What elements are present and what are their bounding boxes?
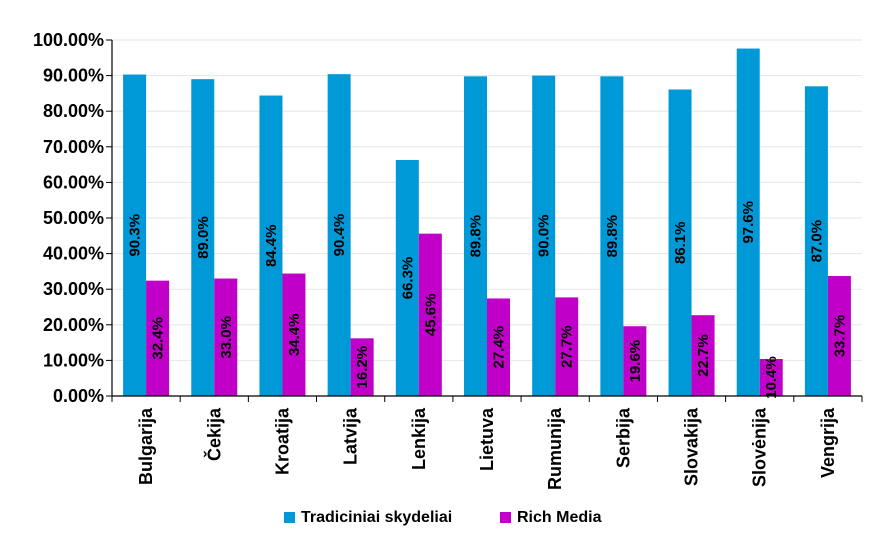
axes (106, 39, 863, 402)
x-category-label: Rumunija (545, 407, 565, 490)
bar-tradiciniai (395, 159, 419, 396)
data-label: 32.4% (150, 317, 167, 360)
bar-rich-media (350, 338, 374, 396)
data-label: 89.0% (195, 216, 212, 259)
data-label: 22.7% (695, 334, 712, 377)
bar-tradiciniai (123, 74, 147, 397)
bar-tradiciniai (259, 95, 283, 396)
bar-rich-media (487, 298, 510, 396)
x-category-label: Latvija (341, 407, 361, 465)
bar-rich-media (146, 280, 170, 396)
x-category-label: Kroatija (272, 407, 292, 475)
data-label: 33.7% (831, 315, 848, 358)
x-category-label: Slovakija (682, 407, 702, 486)
y-tick-label: 0.00% (53, 386, 104, 406)
data-label: 89.8% (604, 215, 621, 258)
x-category-label: Bulgarija (136, 407, 156, 485)
data-label: 27.4% (491, 326, 508, 369)
bar-rich-media (555, 297, 579, 396)
bar-rich-media (214, 278, 238, 396)
bar-rich-media (282, 273, 306, 396)
bar-rich-media (759, 358, 783, 396)
data-label: 45.6% (422, 294, 439, 337)
data-label: 84.4% (263, 224, 280, 267)
bar-tradiciniai (736, 48, 760, 396)
bar-tradiciniai (532, 75, 556, 396)
x-axis-categories: Bulgarija Čekija Kroatija Latvija Lenkija Lie… (136, 407, 838, 490)
bar-tradiciniai (327, 74, 351, 397)
data-labels: 90.3% 32.4% 89.0% 33.0% 84.4% 34.4% 90.4% 16.2%… (127, 201, 849, 399)
data-label: 27.7% (559, 325, 576, 368)
legend-swatch-rich-media (500, 512, 511, 523)
bar-tradiciniai (600, 76, 624, 396)
x-category-label: Serbija (613, 407, 633, 468)
y-tick-label: 80.00% (43, 101, 104, 121)
y-tick-label: 90.00% (43, 66, 104, 86)
legend-label-rich-media: Rich Media (517, 509, 602, 526)
data-label: 34.4% (286, 313, 303, 356)
data-label: 19.6% (627, 340, 644, 383)
data-label: 89.8% (468, 215, 485, 258)
y-tick-label: 40.00% (43, 244, 104, 264)
x-category-label: Vengrija (818, 407, 838, 478)
y-tick-label: 60.00% (43, 172, 104, 192)
data-label: 86.1% (672, 221, 689, 264)
x-category-label: Lietuva (477, 407, 497, 471)
x-category-label: Slovėnija (750, 407, 770, 487)
bar-tradiciniai (668, 89, 692, 396)
data-label: 33.0% (218, 316, 235, 359)
y-tick-label: 100.00% (33, 30, 104, 50)
legend-label-tradiciniai: Tradiciniai skydeliai (301, 509, 452, 526)
data-label: 90.4% (331, 214, 348, 257)
legend: Tradiciniai skydeliai Rich Media (284, 509, 602, 526)
y-tick-label: 50.00% (43, 208, 104, 228)
data-label: 90.3% (127, 214, 144, 257)
y-tick-label: 20.00% (43, 315, 104, 335)
data-label: 87.0% (808, 220, 825, 263)
bar-rich-media (827, 276, 851, 396)
data-label: 16.2% (354, 346, 371, 389)
data-label: 10.4% (763, 356, 780, 399)
x-category-label: Čekija (203, 407, 224, 461)
bar-rich-media (623, 326, 647, 396)
bar-rich-media (418, 233, 442, 396)
bar-tradiciniai (464, 76, 487, 396)
bar-tradiciniai (191, 79, 215, 396)
bar-tradiciniai (804, 86, 828, 396)
bar-rich-media (691, 315, 715, 396)
y-axis-ticks: 0.00% 10.00% 20.00% 30.00% 40.00% 50.00% 60.00… (33, 30, 104, 406)
y-tick-label: 10.00% (43, 350, 104, 370)
legend-swatch-tradiciniai (284, 512, 295, 523)
y-tick-label: 30.00% (43, 279, 104, 299)
data-label: 66.3% (399, 257, 416, 300)
data-label: 97.6% (740, 201, 757, 244)
data-label: 90.0% (536, 215, 553, 258)
bars (123, 48, 851, 397)
x-category-label: Lenkija (409, 407, 429, 470)
y-tick-label: 70.00% (43, 137, 104, 157)
